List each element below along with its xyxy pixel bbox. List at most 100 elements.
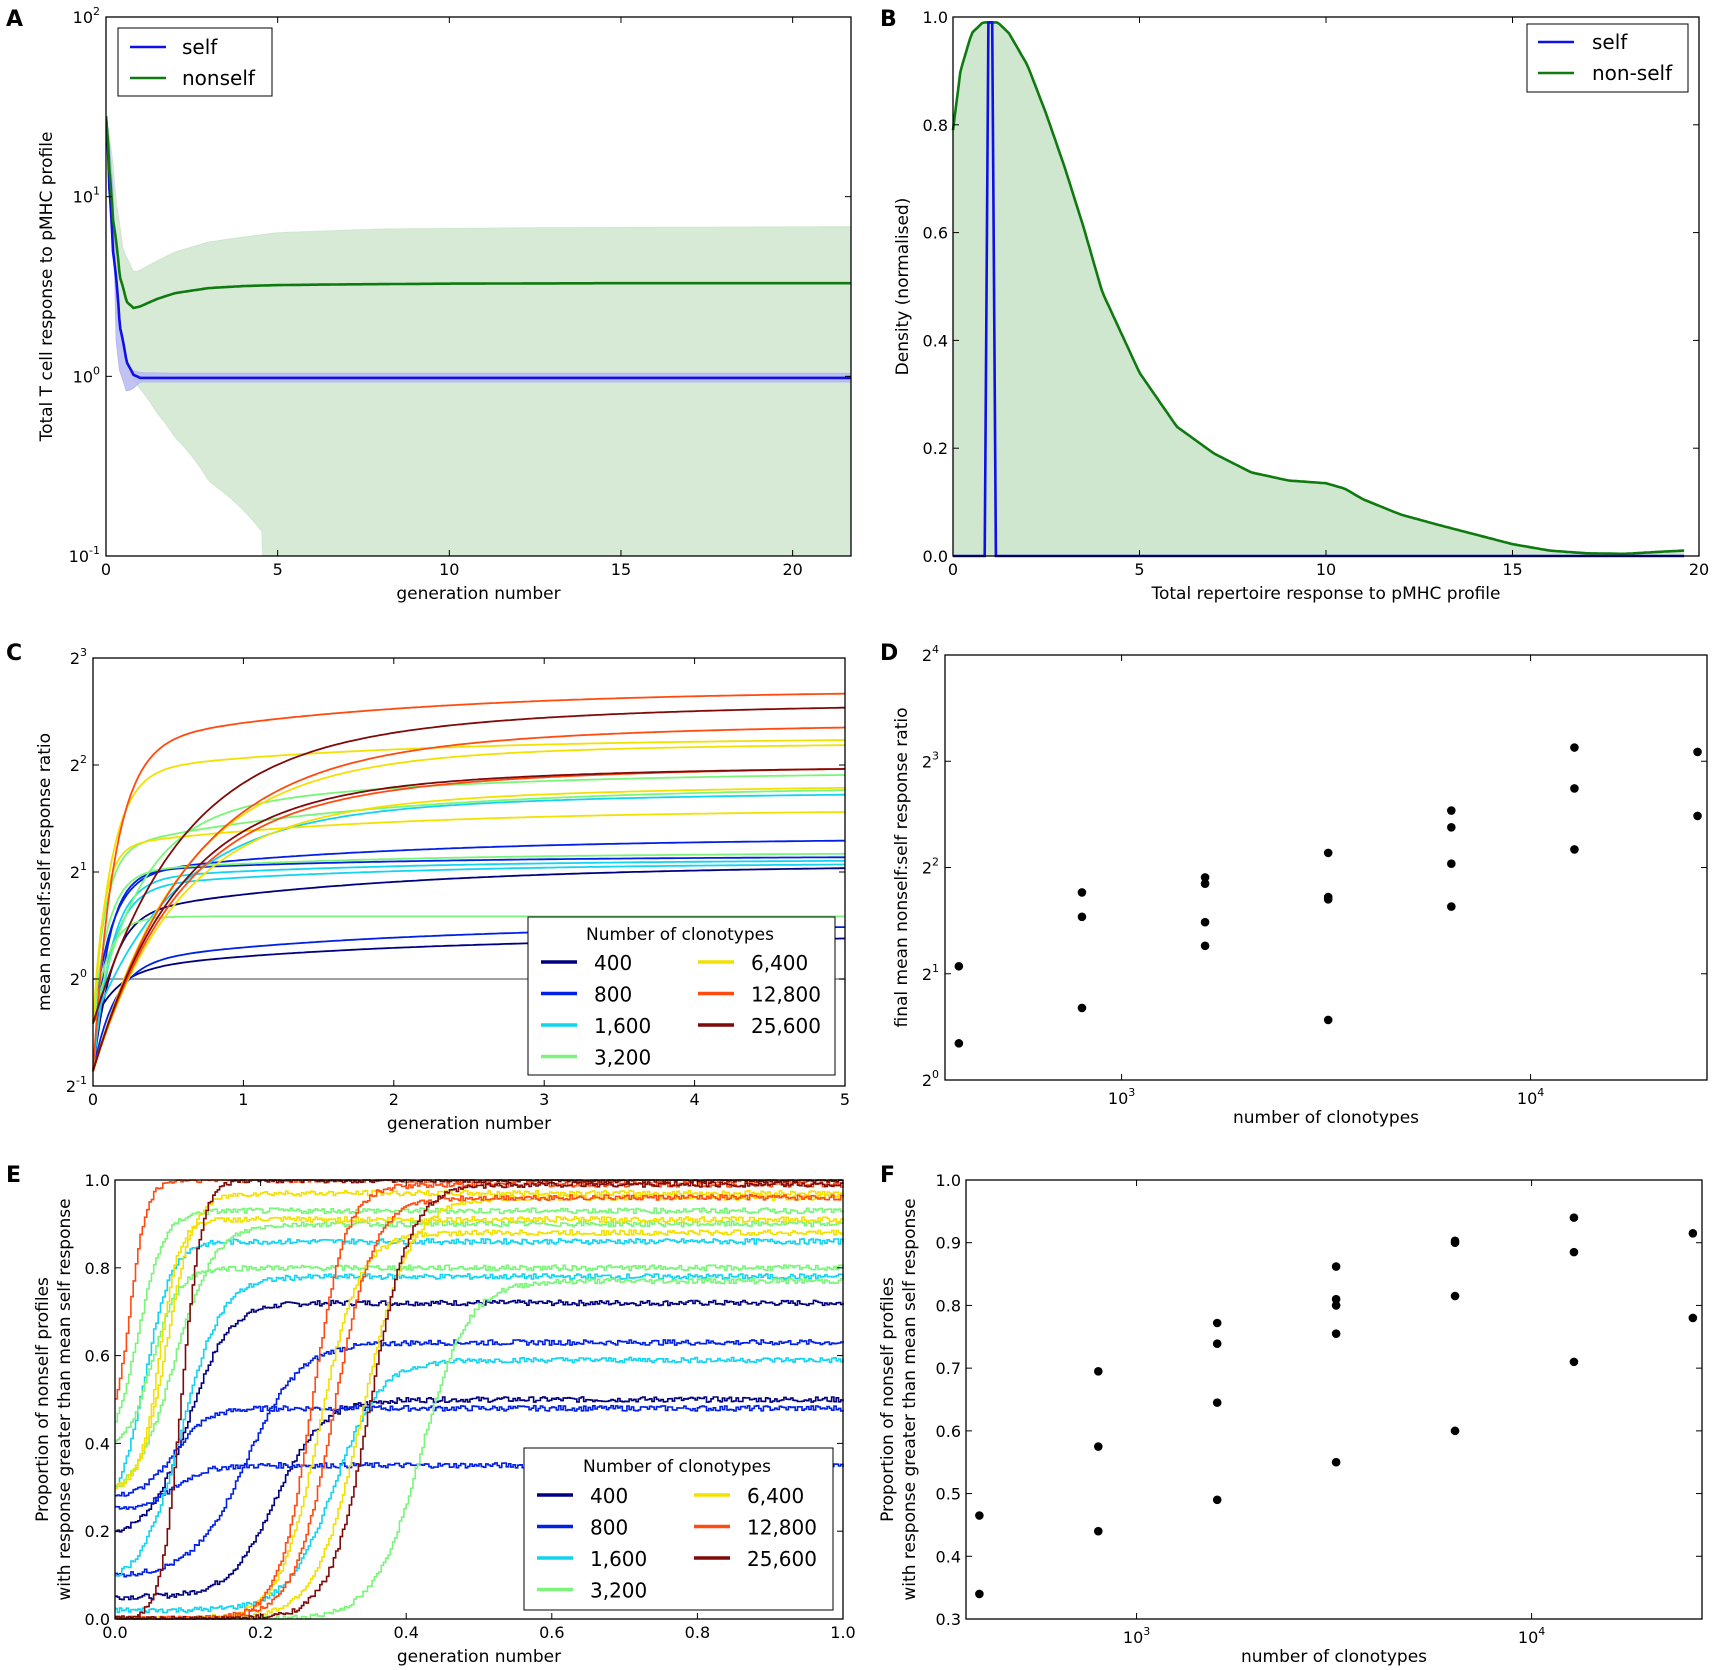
panel-f: 103 104 0.3 0.4 0.5 0.6 0.7 0.8 0.9 1.0 number of … <box>878 1163 1703 1667</box>
panel-a-xtick-label: 0 <box>101 560 111 579</box>
panel-e-legend-label: 12,800 <box>747 1516 817 1540</box>
panel-b-ytick-label: 0.0 <box>923 547 948 566</box>
panel-f-point <box>1331 1262 1341 1271</box>
panel-f-point <box>1212 1339 1222 1348</box>
panel-e-frame <box>114 1179 844 1620</box>
panel-f-point <box>1212 1495 1222 1505</box>
panel-d-letter: D <box>880 641 898 666</box>
panel-f-point <box>975 1589 984 1599</box>
panel-d-point <box>1200 873 1210 882</box>
panel-d-point <box>1693 811 1702 821</box>
panel-c-line-12,800 <box>92 726 846 1072</box>
panel-f-xtick-label: 103 <box>1123 1625 1150 1647</box>
panel-f-ylabel: with response greater than mean self res… <box>900 1198 920 1600</box>
panel-c-xtick-label: 1 <box>238 1090 248 1109</box>
panel-d-point <box>1570 845 1579 854</box>
panel-d-ytick-label: 20 <box>922 1068 939 1090</box>
panel-f-point <box>1093 1526 1103 1536</box>
panel-a-line-self <box>106 116 851 380</box>
panel-f-point <box>1450 1238 1460 1248</box>
panel-f-point <box>1688 1229 1698 1238</box>
panel-f-point <box>1212 1398 1222 1407</box>
panel-e-xtick-label: 0.2 <box>248 1623 273 1642</box>
panel-b-letter: B <box>880 7 897 32</box>
panel-b-ytick-label: 0.2 <box>923 439 948 458</box>
panel-a-xtick-label: 10 <box>439 560 459 579</box>
panel-d-xtick-label: 103 <box>1108 1086 1135 1108</box>
panel-e-ytick-label: 0.4 <box>85 1434 110 1453</box>
panel-d-ytick-label: 23 <box>922 749 939 771</box>
panel-c-line-25,600 <box>92 768 846 1072</box>
panel-c-line-12,800 <box>92 692 845 1072</box>
panel-c-legend-label: 12,800 <box>751 983 821 1007</box>
panel-e-xtick-label: 1.0 <box>830 1623 855 1642</box>
panel-f-xlabel: number of clonotypes <box>1241 1647 1427 1667</box>
panel-e-line-6,400 <box>115 1216 844 1490</box>
panel-c-legend-label: 6,400 <box>751 951 808 975</box>
panel-f-ytick-label: 1.0 <box>936 1171 961 1190</box>
panel-a-legend-box <box>117 27 273 97</box>
panel-d-point <box>1570 784 1579 793</box>
panel-c-ytick-label: 20 <box>70 967 87 989</box>
panel-a-ytick-label: 101 <box>73 185 100 207</box>
panel-d-point <box>954 961 964 971</box>
panel-e-legend: Number of clonotypes 400 800 1,600 3,200 6,40… <box>523 1447 834 1611</box>
panel-e-ylabel: Proportion of nonself profiles <box>33 1277 53 1522</box>
panel-e-legend-label: 6,400 <box>747 1484 804 1508</box>
panel-d-point <box>1200 879 1210 888</box>
panel-e-ytick-label: 1.0 <box>85 1171 110 1190</box>
panel-c-line-3,200 <box>92 852 845 1024</box>
panel-c-legend-label: 400 <box>594 951 632 975</box>
panel-d-point <box>1200 941 1210 951</box>
panel-c-legend-title: Number of clonotypes <box>586 925 774 945</box>
panel-f-ylabel: Proportion of nonself profiles <box>878 1277 898 1522</box>
panel-a-ytick-label: 102 <box>73 5 100 27</box>
panel-c-ytick-label: 2-1 <box>66 1074 87 1096</box>
panel-f-ytick-label: 0.4 <box>936 1547 961 1566</box>
panel-e-line-1,600 <box>115 1238 844 1488</box>
panel-a-legend-label: self <box>182 35 218 59</box>
panel-e-legend-title: Number of clonotypes <box>583 1457 771 1477</box>
panel-e-line-800 <box>115 1404 844 1497</box>
panel-a-plot-area <box>106 116 851 556</box>
panel-f-ytick-label: 0.5 <box>936 1485 961 1504</box>
panel-e-line-400 <box>115 1299 844 1533</box>
panel-e-line-3,200 <box>115 1220 844 1488</box>
panel-c-legend-label: 1,600 <box>594 1014 651 1038</box>
panel-e-xtick-label: 0.8 <box>685 1623 710 1642</box>
panel-d-ylabel: final mean nonself:self response ratio <box>892 708 912 1028</box>
panel-c-ytick-label: 22 <box>70 753 87 775</box>
panel-f-point <box>1093 1366 1103 1376</box>
panel-c-line-1,600 <box>92 863 845 1072</box>
panel-e-xtick-label: 0.4 <box>393 1623 418 1642</box>
panel-e-legend-label: 800 <box>590 1516 628 1540</box>
panel-d-point <box>1077 888 1087 897</box>
panel-a-frame <box>105 16 852 557</box>
panel-c-ylabel: mean nonself:self response ratio <box>35 733 55 1011</box>
panel-e-ytick-label: 0.6 <box>85 1347 110 1366</box>
panel-d-xlabel: number of clonotypes <box>1233 1108 1419 1128</box>
panel-e-legend-label: 25,600 <box>747 1547 817 1571</box>
panel-e-letter: E <box>6 1163 21 1188</box>
panel-c-xtick-label: 2 <box>389 1090 399 1109</box>
panel-e-line-3,200 <box>115 1264 844 1442</box>
panel-a-ytick-label: 100 <box>73 364 100 386</box>
panel-e-legend-box <box>523 1447 834 1611</box>
panel-b-legend: self non-self <box>1526 23 1689 93</box>
panel-a: 0 5 10 15 20 10-1 100 101 102 generation number To… <box>6 5 852 604</box>
panel-c-line-800 <box>92 856 845 1072</box>
panel-f-ytick-label: 0.6 <box>936 1422 961 1441</box>
panel-f-point <box>1331 1294 1341 1304</box>
panel-d-point <box>1570 743 1579 752</box>
panel-b-xtick-label: 0 <box>948 560 958 579</box>
panel-c-ytick-label: 23 <box>70 646 87 668</box>
panel-a-legend-label: nonself <box>182 66 256 90</box>
panel-a-xtick-label: 15 <box>611 560 631 579</box>
panel-f-point <box>1450 1426 1460 1436</box>
panel-d-ytick-label: 21 <box>922 962 939 984</box>
panel-b-ylabel: Density (normalised) <box>893 198 913 376</box>
panel-c-xtick-label: 4 <box>690 1090 700 1109</box>
panel-a-letter: A <box>6 7 23 32</box>
